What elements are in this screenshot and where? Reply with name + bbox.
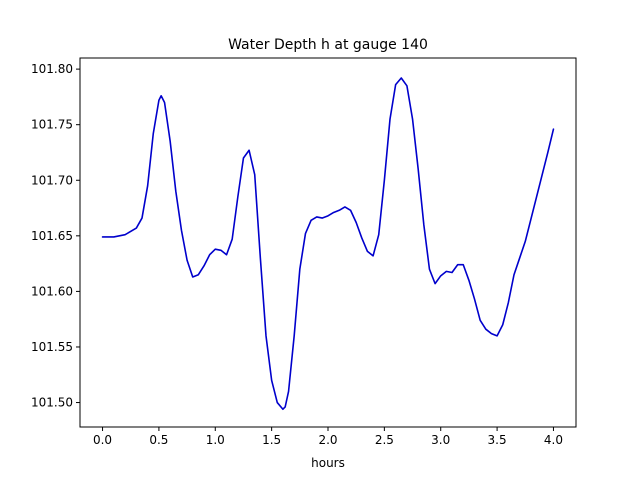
y-tick-label: 101.50 — [31, 396, 73, 410]
x-tick-label: 2.0 — [318, 433, 337, 447]
x-tick-label: 1.5 — [262, 433, 281, 447]
y-tick-label: 101.65 — [31, 229, 73, 243]
x-tick-label: 0.5 — [149, 433, 168, 447]
x-axis-label: hours — [311, 456, 345, 470]
series-line-0 — [101, 77, 555, 411]
y-tick-label: 101.75 — [31, 118, 73, 132]
y-axis: 101.50 101.55 101.60 101.65 101.70 101.75 101.… — [31, 62, 80, 410]
x-tick-label: 3.5 — [488, 433, 507, 447]
x-axis: 0.0 0.5 1.0 1.5 2.0 2.5 3.0 3.5 4.0 — [93, 427, 563, 447]
x-tick-label: 0.0 — [93, 433, 112, 447]
chart-title: Water Depth h at gauge 140 — [228, 37, 428, 53]
y-tick-label: 101.60 — [31, 284, 73, 298]
y-tick-label: 101.55 — [31, 340, 73, 354]
y-tick-label: 101.80 — [31, 62, 73, 76]
x-tick-label: 4.0 — [544, 433, 563, 447]
x-tick-label: 3.0 — [431, 433, 450, 447]
x-tick-label: 2.5 — [375, 433, 394, 447]
x-tick-label: 1.0 — [206, 433, 225, 447]
y-tick-label: 101.70 — [31, 173, 73, 187]
